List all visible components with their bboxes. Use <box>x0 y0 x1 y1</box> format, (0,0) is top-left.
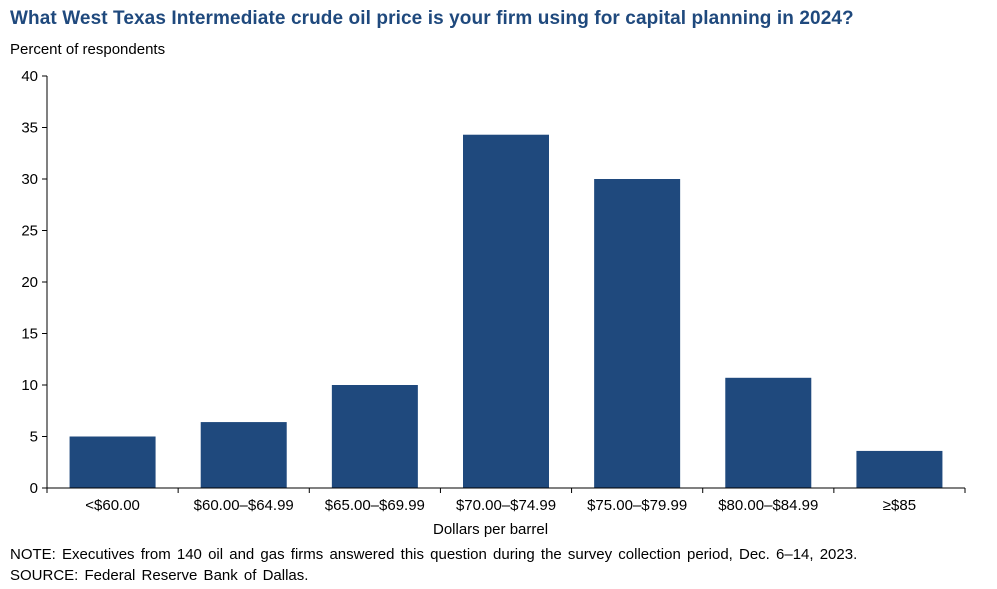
chart-title: What West Texas Intermediate crude oil p… <box>10 8 854 29</box>
x-axis-label: Dollars per barrel <box>433 521 549 538</box>
y-tick-label: 5 <box>30 429 38 446</box>
y-axis: 0 5 10 15 20 25 30 35 40 <box>21 68 48 497</box>
y-tick-label: 40 <box>21 68 38 85</box>
x-tick-label: $75.00–$79.99 <box>587 497 687 514</box>
x-tick-label: $65.00–$69.99 <box>325 497 425 514</box>
bar <box>856 450 943 488</box>
bar <box>200 422 287 488</box>
x-tick-label: <$60.00 <box>85 497 140 514</box>
bar <box>594 179 681 488</box>
y-tick-label: 35 <box>21 120 38 137</box>
chart-note: NOTE: Executives from 140 oil and gas fi… <box>10 546 858 563</box>
x-tick-label: $80.00–$84.99 <box>718 497 818 514</box>
x-axis: <$60.00 $60.00–$64.99 $65.00–$69.99 $70.00–… <box>46 487 966 514</box>
y-tick-label: 15 <box>21 326 38 343</box>
y-axis-label: Percent of respondents <box>10 41 166 58</box>
x-tick-label: $60.00–$64.99 <box>194 497 294 514</box>
bar <box>725 377 812 488</box>
x-tick-label: ≥$85 <box>883 497 916 514</box>
y-tick-label: 0 <box>30 480 38 497</box>
y-tick-label: 10 <box>21 377 38 394</box>
x-tick-label: $70.00–$74.99 <box>456 497 556 514</box>
y-tick-label: 30 <box>21 171 38 188</box>
bar <box>69 436 156 488</box>
y-tick-label: 25 <box>21 223 38 240</box>
chart-source: SOURCE: Federal Reserve Bank of Dallas. <box>10 567 309 584</box>
y-tick-label: 20 <box>21 274 38 291</box>
bar-series <box>69 134 943 488</box>
bar <box>331 385 418 488</box>
bar <box>463 134 549 488</box>
